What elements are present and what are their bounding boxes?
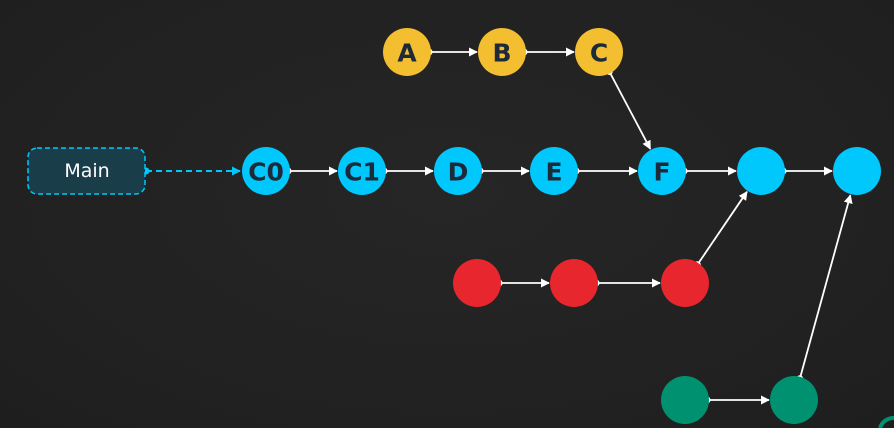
commit-circle	[575, 28, 623, 76]
commit-label: A	[397, 39, 417, 68]
corner-decoration	[878, 416, 894, 428]
commit-node-a[interactable]: A	[383, 28, 431, 76]
commit-node-g2[interactable]	[770, 376, 818, 424]
commit-label: B	[492, 39, 511, 68]
commit-circle	[770, 376, 818, 424]
branch-label-main[interactable]: Main	[27, 147, 146, 195]
commit-node-f[interactable]: F	[638, 147, 686, 195]
commit-node-r1[interactable]	[453, 259, 501, 307]
edge-r1-to-r2	[495, 278, 550, 288]
edge-f-to-m1	[680, 166, 737, 176]
commit-node-c1[interactable]: C1	[338, 147, 386, 195]
commit-node-c[interactable]: C	[575, 28, 623, 76]
commit-node-m1[interactable]	[737, 147, 785, 195]
edge-a-to-b	[425, 47, 478, 57]
nodes-layer: A B C C0 C1 D E F	[242, 28, 881, 424]
edges-layer	[142, 47, 853, 405]
commit-circle	[550, 259, 598, 307]
commit-circle	[737, 147, 785, 195]
edge-r3-to-m1	[693, 190, 748, 269]
commit-circle	[242, 147, 290, 195]
edge-e-to-f	[572, 166, 638, 176]
edge-m1-to-m2	[779, 166, 833, 176]
commit-circle	[530, 147, 578, 195]
commit-node-g1[interactable]	[661, 376, 709, 424]
commit-label: D	[448, 158, 469, 187]
commit-node-d[interactable]: D	[434, 147, 482, 195]
commit-label: F	[653, 158, 670, 187]
branch-label-text: Main	[64, 160, 109, 182]
edge-b-to-c	[520, 47, 575, 57]
commit-label: C	[590, 39, 608, 68]
edge-d-to-e	[476, 166, 530, 176]
commit-node-r2[interactable]	[550, 259, 598, 307]
commit-circle	[338, 147, 386, 195]
commit-circle	[383, 28, 431, 76]
commit-label: C0	[248, 158, 284, 187]
commit-circle	[434, 147, 482, 195]
commit-label: E	[545, 158, 562, 187]
edge-g1-to-g2	[703, 395, 770, 405]
commit-node-e[interactable]: E	[530, 147, 578, 195]
commit-node-r3[interactable]	[661, 259, 709, 307]
commit-node-m2[interactable]	[833, 147, 881, 195]
commit-circle	[638, 147, 686, 195]
edge-c0-to-c1	[284, 166, 338, 176]
commit-node-b[interactable]: B	[478, 28, 526, 76]
edge-c-to-f	[605, 67, 652, 150]
commit-node-c0[interactable]: C0	[242, 147, 290, 195]
commit-circle	[478, 28, 526, 76]
edge-c1-to-d	[380, 166, 434, 176]
edge-r2-to-r3	[592, 278, 661, 288]
commit-circle	[453, 259, 501, 307]
commit-label: C1	[344, 158, 380, 187]
edge-g2-to-m2	[796, 194, 853, 383]
branch-label-box	[27, 147, 146, 195]
commit-circle	[661, 376, 709, 424]
commit-circle	[833, 147, 881, 195]
commit-circle	[661, 259, 709, 307]
